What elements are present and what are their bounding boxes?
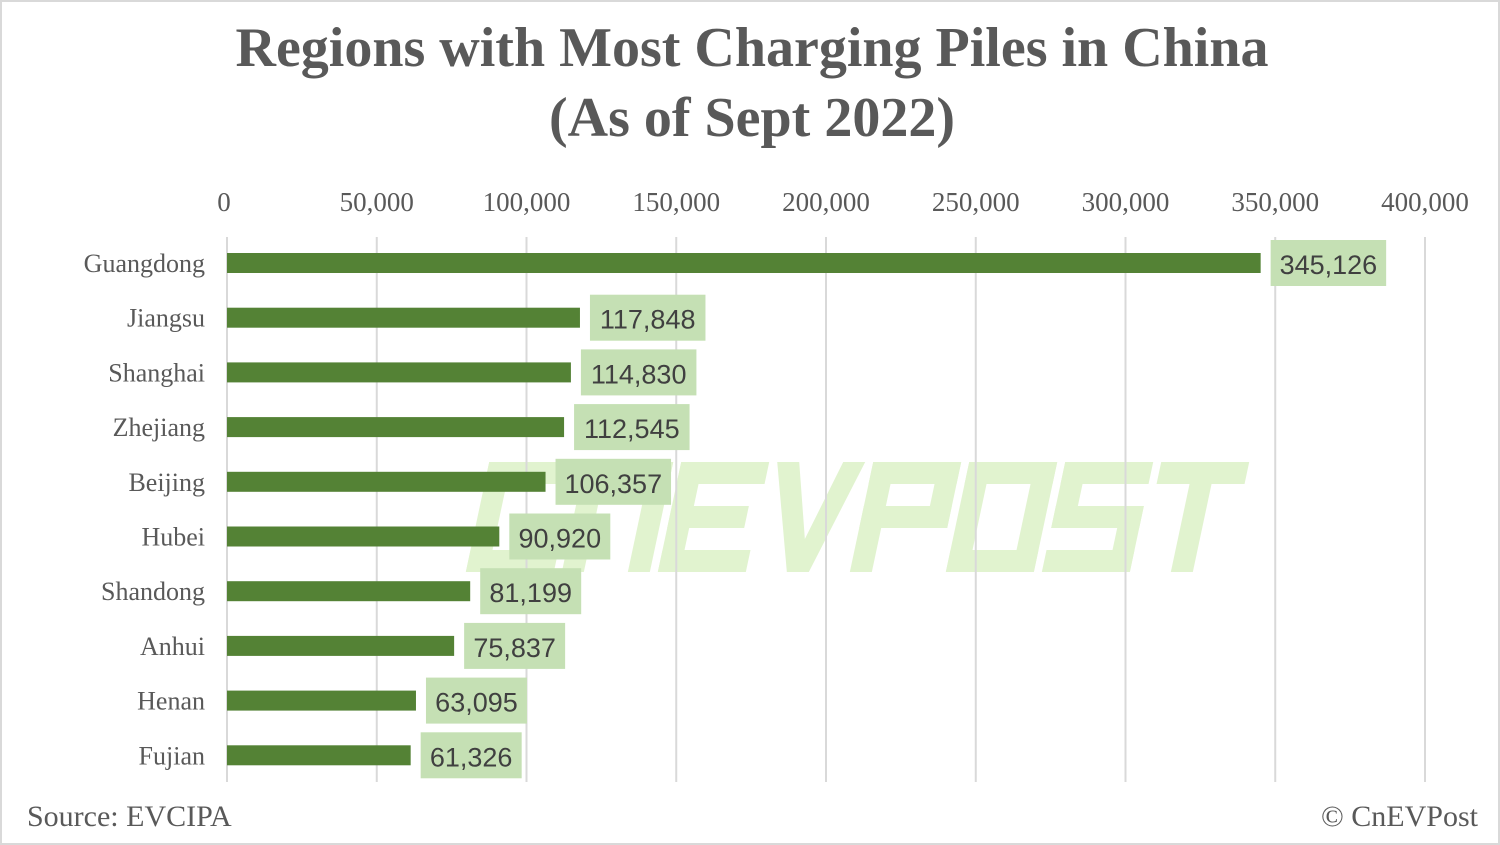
category-label: Shanghai bbox=[108, 358, 205, 387]
category-label: Fujian bbox=[139, 741, 205, 770]
category-label: Shandong bbox=[101, 577, 205, 606]
x-tick-label: 250,000 bbox=[932, 187, 1020, 217]
bar bbox=[227, 690, 416, 711]
bar bbox=[227, 635, 455, 656]
data-label: 345,126 bbox=[1280, 250, 1378, 280]
data-label-box bbox=[425, 677, 527, 724]
category-label: Jiangsu bbox=[127, 304, 205, 333]
watermark-letter bbox=[1041, 550, 1135, 572]
bar bbox=[227, 417, 565, 438]
watermark-letter bbox=[676, 462, 770, 484]
source-note: Source: EVCIPA bbox=[27, 800, 232, 833]
data-label: 114,830 bbox=[591, 359, 687, 389]
watermark-letter bbox=[859, 506, 952, 528]
bar bbox=[227, 581, 471, 602]
data-label: 106,357 bbox=[564, 469, 662, 499]
data-label: 90,920 bbox=[519, 524, 602, 554]
category-label: Guangdong bbox=[84, 249, 205, 278]
x-tick-label: 350,000 bbox=[1231, 187, 1319, 217]
watermark-letter bbox=[1170, 462, 1217, 572]
data-label: 61,326 bbox=[430, 742, 513, 772]
data-label: 112,545 bbox=[584, 414, 680, 444]
x-tick-label: 100,000 bbox=[483, 187, 571, 217]
bar bbox=[227, 745, 411, 766]
x-tick-label: 300,000 bbox=[1082, 187, 1170, 217]
copyright-note: © CnEVPost bbox=[1321, 800, 1478, 833]
data-label-box bbox=[420, 732, 522, 779]
data-label: 117,848 bbox=[600, 305, 696, 335]
chart-subtitle: (As of Sept 2022) bbox=[549, 87, 955, 149]
watermark-letter bbox=[667, 506, 749, 528]
data-label-box bbox=[580, 349, 697, 396]
category-label: Henan bbox=[137, 687, 205, 716]
data-label-box bbox=[464, 622, 566, 669]
data-label: 81,199 bbox=[489, 578, 572, 608]
data-label-box bbox=[509, 513, 611, 560]
data-label-box bbox=[480, 568, 582, 615]
x-tick-label: 50,000 bbox=[340, 187, 414, 217]
x-tick-label: 150,000 bbox=[632, 187, 720, 217]
category-label: Hubei bbox=[141, 523, 205, 552]
data-label-box bbox=[589, 294, 706, 341]
bar bbox=[227, 471, 546, 492]
watermark-letter bbox=[777, 462, 866, 572]
watermark-letter bbox=[945, 462, 992, 572]
watermark-letter bbox=[1011, 462, 1058, 572]
data-label-box bbox=[574, 404, 690, 451]
data-label: 75,837 bbox=[473, 633, 556, 663]
bar bbox=[227, 307, 580, 328]
category-label: Beijing bbox=[128, 468, 205, 497]
bar bbox=[227, 526, 500, 547]
bar bbox=[227, 253, 1261, 273]
data-label-box bbox=[1270, 240, 1387, 286]
chart-title: Regions with Most Charging Piles in Chin… bbox=[235, 17, 1269, 79]
category-label: Anhui bbox=[140, 632, 205, 661]
data-label-box bbox=[555, 458, 672, 505]
x-tick-label: 0 bbox=[217, 187, 231, 217]
data-label: 63,095 bbox=[435, 688, 518, 718]
category-label: Zhejiang bbox=[113, 413, 205, 442]
bar bbox=[227, 362, 571, 383]
x-tick-label: 400,000 bbox=[1381, 187, 1469, 217]
x-tick-label: 200,000 bbox=[782, 187, 870, 217]
watermark-letter bbox=[657, 550, 751, 572]
